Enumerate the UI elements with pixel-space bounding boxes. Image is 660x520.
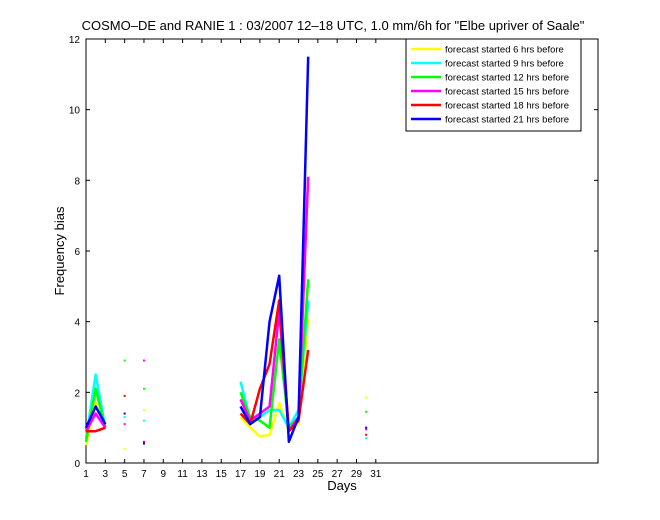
legend: forecast started 6 hrs before forecast st… xyxy=(405,38,582,132)
data-point xyxy=(123,416,126,419)
legend-entry: forecast started 9 hrs before xyxy=(445,59,564,70)
series-line xyxy=(86,426,106,433)
x-tick-label: 21 xyxy=(274,469,286,480)
x-tick-label: 13 xyxy=(196,469,208,480)
series-line xyxy=(239,318,310,438)
x-tick-label: 9 xyxy=(161,469,167,480)
series-5 xyxy=(84,56,368,445)
y-tick-label: 2 xyxy=(74,388,80,399)
legend-entry: forecast started 21 hrs before xyxy=(445,115,569,126)
x-tick-label: 25 xyxy=(312,469,324,480)
x-tick-label: 5 xyxy=(122,469,128,480)
x-tick-label: 31 xyxy=(370,469,382,480)
y-tick-label: 4 xyxy=(74,318,80,329)
y-tick-label: 0 xyxy=(74,459,80,470)
data-point xyxy=(123,359,126,362)
legend-entry: forecast started 12 hrs before xyxy=(445,73,569,84)
y-tick-label: 12 xyxy=(69,35,81,46)
x-axis-label: Days xyxy=(327,478,357,493)
legend-box xyxy=(405,38,582,132)
chart-title: COSMO–DE and RANIE 1 : 03/2007 12–18 UTC… xyxy=(82,18,585,33)
x-tick-label: 19 xyxy=(254,469,266,480)
data-point xyxy=(365,437,368,440)
data-point xyxy=(142,419,145,422)
legend-entry: forecast started 18 hrs before xyxy=(445,101,569,112)
data-point xyxy=(123,447,126,450)
data-point xyxy=(142,359,145,362)
series-layer xyxy=(84,56,368,450)
x-axis: 1 3 5 7 9 11 13 15 17 19 21 23 25 27 29 31 xyxy=(83,39,382,480)
y-axis-label: Frequency bias xyxy=(52,206,67,295)
x-tick-label: 7 xyxy=(141,469,147,480)
data-point xyxy=(142,409,145,411)
x-tick-label: 27 xyxy=(332,469,344,480)
y-tick-label: 8 xyxy=(74,176,80,187)
data-point xyxy=(142,442,145,445)
data-point xyxy=(365,433,368,436)
data-point xyxy=(365,410,368,413)
series-line xyxy=(239,56,310,444)
data-point xyxy=(142,440,145,443)
x-tick-label: 29 xyxy=(351,469,363,480)
data-point xyxy=(123,394,126,397)
legend-entry: forecast started 6 hrs before xyxy=(445,45,564,56)
data-point xyxy=(142,387,145,390)
data-point xyxy=(123,423,126,426)
y-tick-label: 6 xyxy=(74,247,80,258)
x-tick-label: 23 xyxy=(293,469,305,480)
series-line xyxy=(84,405,107,429)
y-axis: 0 2 4 6 8 10 12 xyxy=(69,35,598,470)
data-point xyxy=(365,428,368,431)
x-tick-label: 1 xyxy=(83,469,89,480)
x-tick-label: 11 xyxy=(177,469,188,480)
x-tick-label: 15 xyxy=(216,469,228,480)
x-tick-label: 17 xyxy=(235,469,247,480)
x-tick-label: 3 xyxy=(103,469,109,480)
legend-entry: forecast started 15 hrs before xyxy=(445,87,569,98)
y-tick-label: 10 xyxy=(69,106,81,117)
series-line xyxy=(84,412,107,432)
data-point xyxy=(365,426,368,429)
data-point xyxy=(123,412,126,415)
data-point xyxy=(365,396,368,399)
